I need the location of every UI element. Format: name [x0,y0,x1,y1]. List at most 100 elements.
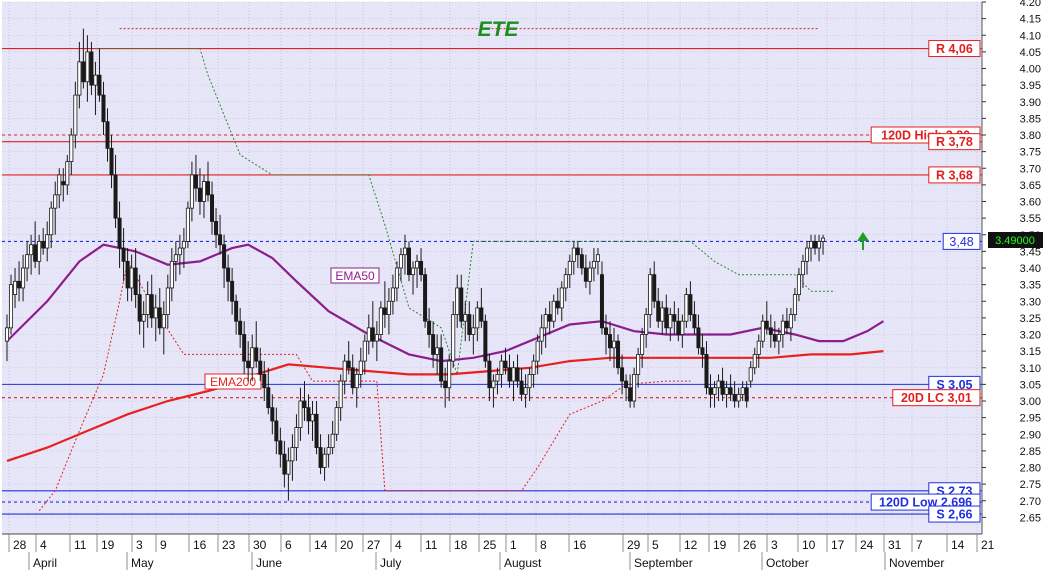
candle-body [85,51,90,83]
candle-body [567,260,572,276]
candle [591,248,596,282]
candle-body [326,447,331,455]
candle-body [555,300,560,309]
x-tick-label: 4 [395,538,402,552]
y-tick-label: 3.90 [1020,97,1041,109]
candle [37,234,42,275]
level-label: R 3,68 [936,168,973,182]
candle-body [784,320,789,329]
candle [471,314,476,355]
candle [366,314,371,355]
candle [302,381,307,421]
candle-body [250,347,255,369]
candle-body [77,61,82,96]
candle [69,128,74,175]
candle-body [595,254,600,262]
candle-body [302,400,307,409]
candle [97,48,102,102]
y-tick-label: 2.95 [1020,413,1041,425]
candle-body [193,174,198,189]
y-tick-label: 3.10 [1020,363,1041,375]
candle-body [752,354,757,369]
y-tick-label: 4.10 [1020,30,1041,42]
trailing-stop-upper [95,48,836,375]
candle-body [262,373,267,389]
candle-body [696,327,701,349]
candle-body [242,334,247,362]
candle [632,367,637,408]
candle [503,347,508,375]
candle [595,248,600,275]
candle [45,221,50,262]
candle [680,314,685,348]
candle-body [141,314,146,322]
candle-body [13,280,18,295]
candle [547,301,552,335]
candle-body [443,380,448,389]
candle [201,174,206,219]
candle [226,254,231,302]
candle-body [648,274,653,315]
x-tick-label: 29 [627,538,641,552]
candle [551,294,556,328]
candle [640,327,645,368]
candle [479,287,484,328]
y-tick-label: 3.15 [1020,346,1041,358]
candle-body [214,221,219,236]
candle [25,241,30,282]
candle-body [756,340,761,355]
y-tick-label: 3.35 [1020,280,1041,292]
candle [684,287,689,328]
candle [21,254,26,302]
y-tick-label: 3.80 [1020,130,1041,142]
candle [270,394,275,435]
candle [487,354,492,401]
x-tick-label: 9 [160,538,167,552]
candle-body [411,267,416,276]
candle-body [254,347,259,362]
candle-body [728,387,733,395]
candle-body [398,254,403,269]
candle-body [169,260,174,289]
candle-body [145,294,150,315]
x-tick-label: 1 [510,538,517,552]
candle-body [9,284,14,329]
candle [744,381,749,408]
candle-body [394,267,399,289]
ema200-label: EMA200 [204,373,262,390]
candle-body [137,294,142,322]
level-label: S 3,05 [936,378,972,392]
candle [290,434,295,481]
candle-body [724,387,729,395]
candle [700,334,705,368]
candle [535,334,540,375]
candle-body [467,314,472,335]
candle-body [583,267,588,282]
candle-body [575,247,580,256]
candle [455,274,460,328]
x-tick-label: 3 [136,538,143,552]
candle-body [274,420,279,442]
candle [563,268,568,302]
candle-body [579,254,584,269]
candle [218,214,223,255]
x-tick-label: 26 [743,538,757,552]
x-tick-label: 7 [916,538,923,552]
candle [644,307,649,348]
candle [652,261,657,308]
candle-body [342,360,347,382]
candle-body [330,433,335,448]
month-label: August [504,556,542,570]
candle [394,261,399,302]
candle-body [716,380,721,389]
candle-body [559,287,564,309]
candle-body [640,334,645,355]
candle [234,294,239,335]
candle-body [768,327,773,335]
candle [294,414,299,461]
candle-body [318,447,323,468]
candle [318,434,323,475]
x-tick-label: 27 [367,538,381,552]
candle [85,35,90,102]
candle-body [431,334,436,355]
